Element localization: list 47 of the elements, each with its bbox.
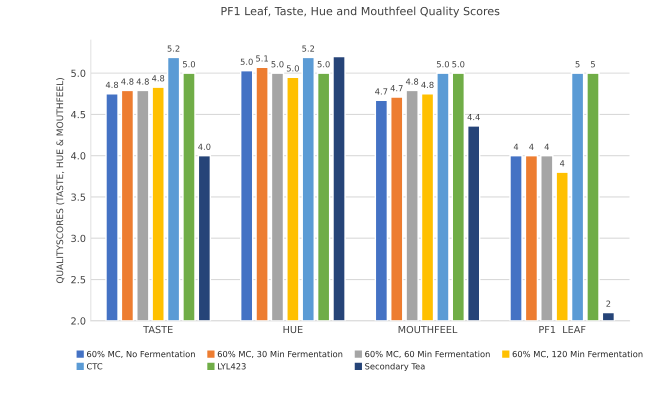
text: 2.0 — [71, 317, 86, 325]
data-label: 5.0 — [240, 58, 253, 65]
data-label: 5.2 — [168, 45, 180, 52]
data-label: 4 — [560, 160, 564, 166]
data-label: 4.8 — [406, 78, 418, 85]
data-label: 4 — [529, 144, 534, 150]
x-tick-label: HUE — [284, 326, 303, 334]
legend-label: 60% MC, 120 Min Fermentation — [512, 350, 642, 358]
legend-label: CTC — [86, 363, 102, 370]
data-label: 4.4 — [467, 114, 480, 120]
data-label: 5.0 — [436, 61, 449, 68]
data-label: 4.8 — [121, 78, 134, 85]
y-axis-title: QUALITYSCORES (TASTE, HUE & MOUTHFEEL) — [56, 78, 64, 284]
data-label: 4.7 — [375, 88, 388, 95]
data-label: 5.0 — [182, 61, 196, 68]
x-tick-label: PF1 LEAF — [539, 326, 586, 334]
data-label: 4.8 — [106, 82, 118, 88]
text: 3.5 — [71, 193, 86, 201]
chart-title: PF1 Leaf, Taste, Hue and Mouthfeel Quality Scores — [222, 6, 500, 18]
data-label: 5.0 — [452, 61, 464, 68]
data-label: 4 — [514, 144, 518, 150]
legend-label: Secondary Tea — [365, 362, 425, 372]
text: 4.0 — [71, 152, 86, 160]
data-label: 4.0 — [198, 144, 210, 150]
data-label: 5.0 — [318, 61, 330, 68]
legend-label: 60% MC, No Fermentation — [87, 350, 195, 358]
data-label: 5.2 — [302, 45, 314, 52]
data-label: 4.8 — [421, 82, 434, 88]
data-label: 5 — [576, 61, 580, 68]
data-label: 5.1 — [256, 55, 268, 62]
legend-label: 60% MC, 30 Min Fermentation — [218, 350, 342, 358]
data-label: 5.0 — [271, 61, 284, 68]
text: 3.0 — [71, 234, 86, 242]
text: 4.5 — [71, 111, 86, 118]
data-label: 5 — [590, 61, 595, 68]
legend-label: 60% MC, 60 Min Fermentation — [365, 350, 490, 358]
legend-label: LYL423 — [218, 363, 246, 370]
data-label: 5.0 — [286, 65, 299, 72]
text: 5.0 — [71, 70, 86, 77]
data-label: 4.8 — [152, 75, 164, 82]
data-label: 2 — [606, 300, 610, 307]
data-label: 4.7 — [390, 85, 403, 92]
x-tick-label: TASTE — [143, 326, 173, 334]
x-tick-label: MOUTHFEEL — [398, 326, 458, 334]
data-label: 4 — [544, 144, 549, 150]
data-label: 4.8 — [136, 78, 149, 85]
text: 2.5 — [71, 276, 86, 284]
